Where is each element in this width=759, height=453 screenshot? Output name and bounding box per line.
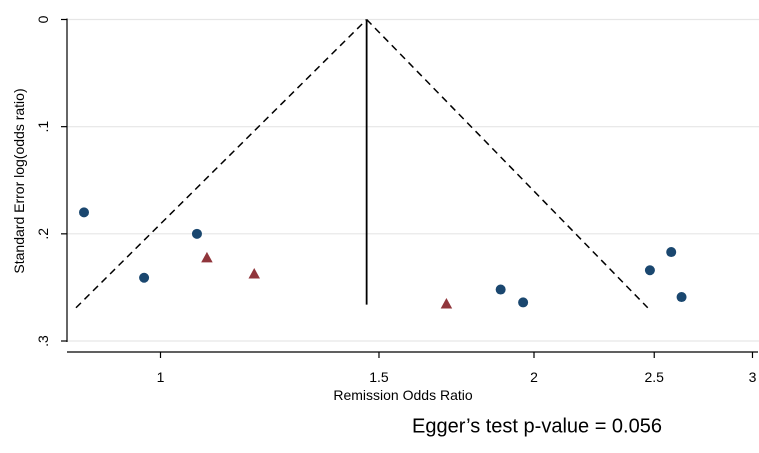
tick-labels: 0 .1 .2 .3 1 1.5 2 2.5 3 — [35, 15, 757, 385]
x-axis-title: Remission Odds Ratio — [333, 387, 472, 403]
study-point-triangle — [440, 297, 453, 309]
study-point-circle — [666, 247, 677, 258]
study-point-circle — [79, 207, 89, 218]
study-point-circle — [139, 272, 150, 283]
x-tick-label: 1.5 — [369, 369, 389, 385]
x-tick-label: 3 — [749, 369, 757, 385]
egger-test-annotation: Egger’s test p-value = 0.056 — [412, 415, 662, 438]
study-point-circle — [191, 228, 202, 239]
axes — [61, 18, 758, 358]
y-tick-label: .1 — [35, 121, 51, 133]
funnel-right-line — [366, 18, 649, 309]
study-point-triangle — [248, 267, 260, 279]
x-tick-label: 2 — [530, 369, 538, 385]
study-point-circle — [495, 284, 506, 295]
study-point-circle — [644, 265, 655, 276]
y-axis-title: Standard Error log(odds ratio) — [11, 88, 27, 273]
x-tick-label: 2.5 — [645, 369, 665, 385]
grid-lines — [67, 18, 759, 342]
study-point-circle — [518, 297, 529, 308]
funnel-lines — [75, 18, 649, 309]
funnel-left-line — [75, 18, 368, 309]
study-point-circle — [676, 292, 687, 303]
study-point-triangle — [201, 251, 213, 263]
y-tick-label: .3 — [35, 335, 51, 347]
y-tick-label: 0 — [35, 15, 51, 23]
data-points — [79, 207, 687, 309]
y-tick-label: .2 — [35, 228, 51, 240]
x-tick-label: 1 — [157, 369, 165, 385]
